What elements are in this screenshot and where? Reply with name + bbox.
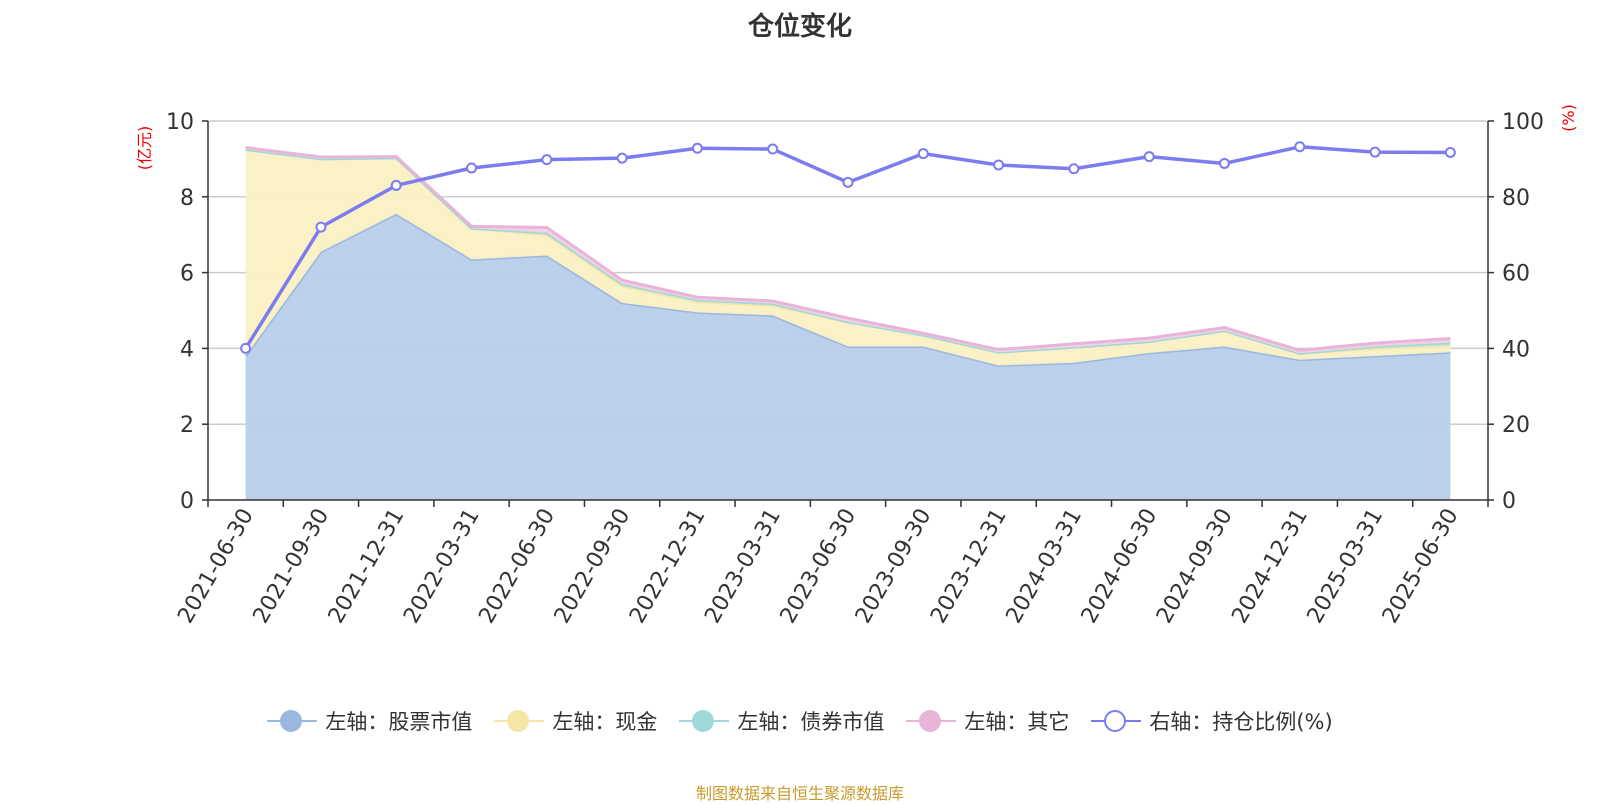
ratio-point <box>691 142 703 154</box>
y-left-tick-label: 6 <box>180 262 194 287</box>
legend-swatch-dot <box>919 710 942 732</box>
ratio-point <box>541 154 553 166</box>
legend-swatch-dot <box>1104 710 1127 732</box>
source-note: 制图数据来自恒生聚源数据库 <box>695 784 904 803</box>
legend-swatch <box>679 709 730 733</box>
x-tick-label: 2025-03-31 <box>1303 505 1389 628</box>
ratio-point <box>1294 141 1306 153</box>
y-left-axis-label: (亿元) <box>135 126 154 171</box>
x-tick-label: 2023-06-30 <box>776 505 862 628</box>
legend-label: 左轴：现金 <box>552 710 658 734</box>
legend-label: 左轴：债券市值 <box>737 710 885 734</box>
legend-swatch-dot <box>692 710 715 732</box>
ratio-point <box>616 152 628 164</box>
y-left-tick-label: 2 <box>180 413 194 438</box>
ratio-point <box>767 143 779 155</box>
y-left-tick-label: 8 <box>180 186 194 211</box>
x-tick-label: 2021-06-30 <box>173 505 259 628</box>
x-tick-label: 2022-12-31 <box>625 505 711 628</box>
x-tick-label: 2022-03-31 <box>399 505 485 628</box>
y-right-tick-label: 100 <box>1502 110 1544 135</box>
y-right-tick-label: 60 <box>1502 262 1530 287</box>
y-right-tick-label: 40 <box>1502 337 1530 362</box>
ratio-point <box>1444 146 1456 158</box>
x-tick-label: 2024-03-31 <box>1001 505 1087 628</box>
area-edge-其它 <box>245 146 1451 352</box>
x-tick-label: 2021-09-30 <box>249 505 335 628</box>
x-tick-label: 2021-12-31 <box>324 505 410 628</box>
y-left-tick-label: 10 <box>166 110 194 135</box>
legend-item[interactable]: 左轴：股票市值 <box>267 706 472 736</box>
chart-plot: 0246810020406080100(亿元)(%)2021-06-302021… <box>135 104 1578 628</box>
x-tick-label: 2022-06-30 <box>474 505 560 628</box>
ratio-line <box>240 141 1456 354</box>
x-tick-label: 2023-12-31 <box>926 505 1012 628</box>
y-left-tick-label: 4 <box>180 337 194 362</box>
legend-swatch <box>1091 709 1142 733</box>
ratio-point <box>842 176 854 188</box>
y-left-tick-label: 0 <box>180 489 194 514</box>
area-股票市值 <box>245 213 1451 501</box>
legend-label: 左轴：其它 <box>964 710 1070 734</box>
legend-swatch <box>267 709 318 733</box>
y-right-tick-label: 20 <box>1502 413 1530 438</box>
legend-swatch-dot <box>280 710 303 732</box>
y-right-axis-label: (%) <box>1559 104 1578 132</box>
x-tick-label: 2024-09-30 <box>1152 505 1238 628</box>
ratio-point <box>466 162 478 174</box>
legend-item[interactable]: 左轴：现金 <box>494 706 657 736</box>
ratio-point <box>1068 163 1080 175</box>
legend-item[interactable]: 左轴：其它 <box>906 706 1069 736</box>
ratio-point <box>993 159 1005 171</box>
stacked-areas <box>244 146 1451 501</box>
ratio-point <box>390 179 402 191</box>
ratio-point <box>1143 151 1155 163</box>
x-tick-label: 2022-09-30 <box>550 505 636 628</box>
y-right-tick-label: 0 <box>1502 489 1516 514</box>
ratio-point <box>1369 146 1381 158</box>
legend-item[interactable]: 右轴：持仓比例(%) <box>1091 706 1333 736</box>
legend-item[interactable]: 左轴：债券市值 <box>679 706 884 736</box>
legend-label: 左轴：股票市值 <box>325 710 473 734</box>
x-tick-label: 2023-03-31 <box>700 505 786 628</box>
x-tick-label: 2025-06-30 <box>1378 505 1464 628</box>
x-tick-label: 2024-06-30 <box>1077 505 1163 628</box>
legend: 左轴：股票市值 左轴：现金 左轴：债券市值 左轴：其它 右轴：持仓比例(%) <box>0 706 1600 736</box>
chart-title: 仓位变化 <box>747 12 852 42</box>
legend-swatch <box>494 709 545 733</box>
ratio-point <box>1218 157 1230 169</box>
ratio-point <box>917 148 929 160</box>
legend-label: 右轴：持仓比例(%) <box>1149 710 1333 734</box>
ratio-point <box>240 342 252 354</box>
legend-swatch-dot <box>507 710 530 732</box>
y-right-tick-label: 80 <box>1502 186 1530 211</box>
x-tick-label: 2023-09-30 <box>851 505 937 628</box>
ratio-point <box>315 221 327 233</box>
x-tick-label: 2024-12-31 <box>1227 505 1313 628</box>
legend-swatch <box>906 709 957 733</box>
